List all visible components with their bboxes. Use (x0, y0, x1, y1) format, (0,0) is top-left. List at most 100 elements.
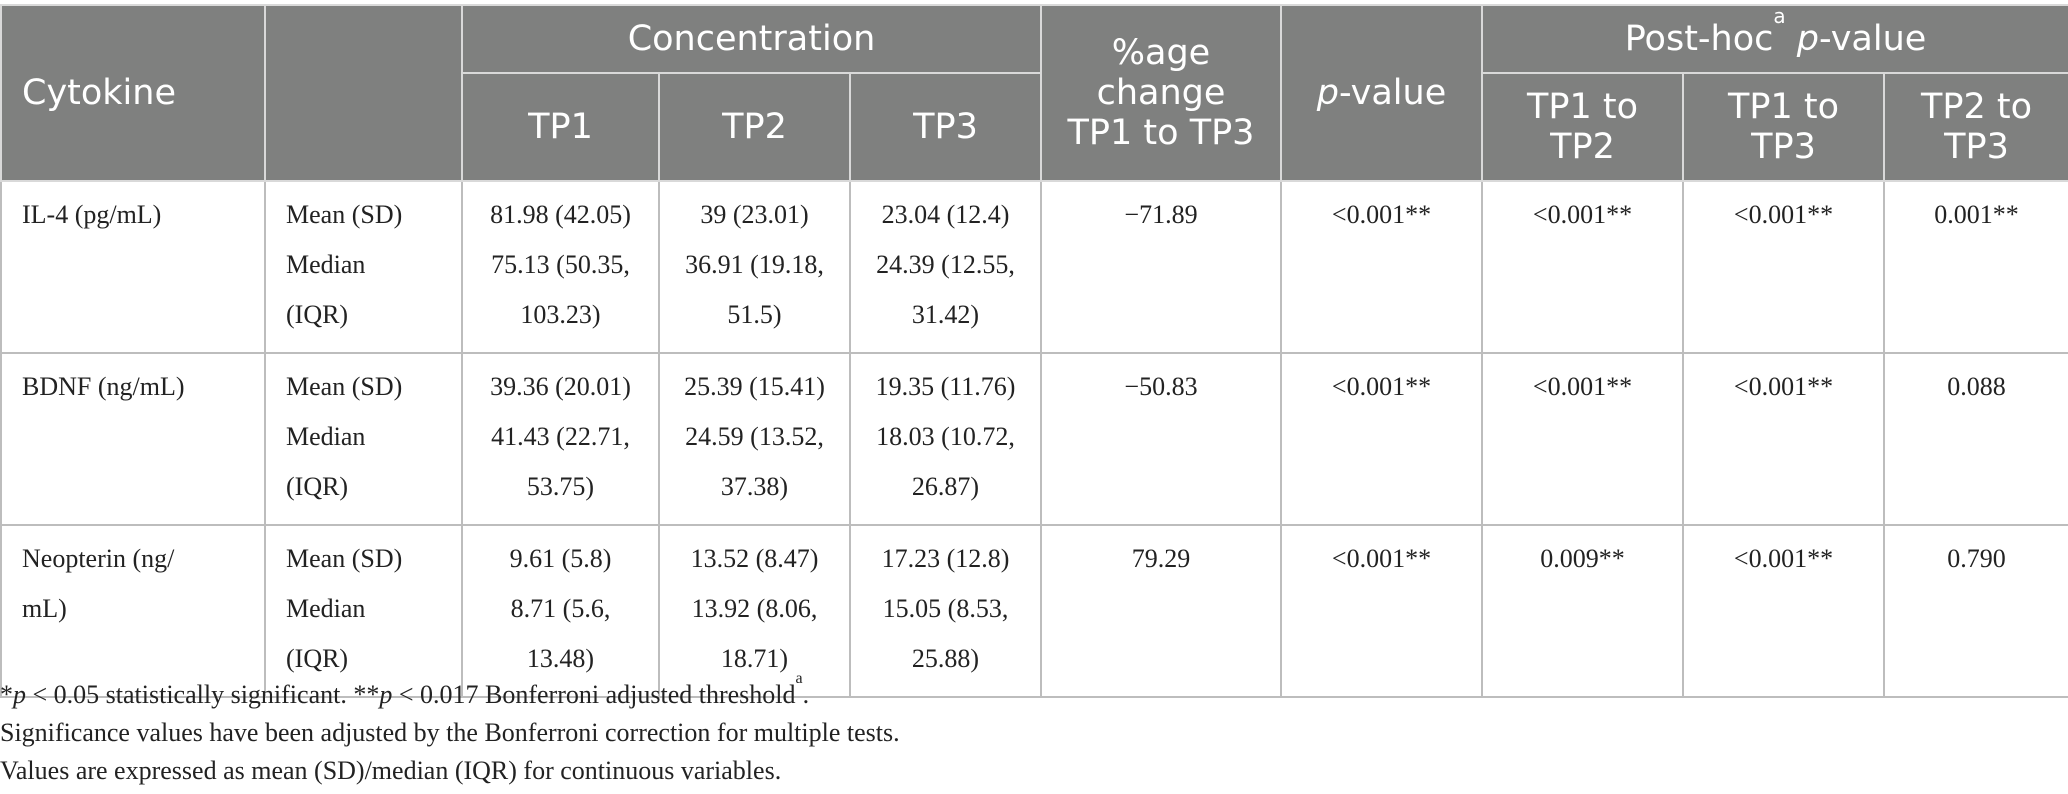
header-pct-change-line: %age (1111, 33, 1211, 73)
table-footnotes: *p < 0.05 statistically significant. **p… (0, 671, 2060, 790)
cell-tp1: 9.61 (5.8) 8.71 (5.6, 13.48) (461, 524, 660, 698)
cell-tp2: 39 (23.01) 36.91 (19.18, 51.5) (658, 180, 851, 354)
cell-tp1-to-tp3: <0.001** (1682, 524, 1885, 698)
table-header: Cytokine Concentration %age change TP1 t… (0, 4, 2068, 182)
cell-cytokine: Neopterin (ng/ mL) (0, 524, 266, 698)
cell-p-value: <0.001** (1280, 352, 1483, 526)
header-line: TP3 (1751, 127, 1816, 167)
cell-line: 81.98 (42.05) (490, 200, 631, 229)
cell-tp1-to-tp3: <0.001** (1682, 180, 1885, 354)
cell-tp1-to-tp2: <0.001** (1481, 352, 1684, 526)
cell-line: (IQR) (286, 472, 349, 501)
cell-line: 26.87) (911, 472, 980, 501)
header-p-rest: -value (1338, 73, 1447, 113)
cell-line: 36.91 (19.18, (685, 250, 824, 279)
cell-line: 25.88) (911, 644, 980, 673)
cell-tp1-to-tp3: <0.001** (1682, 352, 1885, 526)
table-body: IL-4 (pg/mL) Mean (SD) Median (IQR) 81.9… (0, 180, 2068, 698)
cell-cytokine: BDNF (ng/mL) (0, 352, 266, 526)
header-tp2: TP2 (658, 72, 851, 182)
header-concentration: Concentration (461, 4, 1042, 74)
footnote-bonferroni: Significance values have been adjusted b… (0, 718, 900, 747)
header-cytokine: Cytokine (0, 4, 266, 182)
cell-statistic: Mean (SD) Median (IQR) (264, 352, 463, 526)
cell-line: 24.39 (12.55, (876, 250, 1015, 279)
cell-line: mL) (22, 594, 67, 623)
cell-tp3: 19.35 (11.76) 18.03 (10.72, 26.87) (849, 352, 1042, 526)
cell-p-value: <0.001** (1280, 180, 1483, 354)
cell-line: 13.92 (8.06, (691, 594, 818, 623)
cell-tp2: 13.52 (8.47) 13.92 (8.06, 18.71) (658, 524, 851, 698)
cell-line: 51.5) (727, 300, 782, 329)
cell-tp2: 25.39 (15.41) 24.59 (13.52, 37.38) (658, 352, 851, 526)
header-posthoc-p: p (1796, 19, 1820, 59)
cell-tp3: 17.23 (12.8) 15.05 (8.53, 25.88) (849, 524, 1042, 698)
cell-line: (IQR) (286, 644, 349, 673)
cell-line: 8.71 (5.6, (510, 594, 611, 623)
footnote-p: p (13, 680, 26, 709)
cell-line: 19.35 (11.76) (875, 372, 1016, 401)
header-p-italic: p (1316, 73, 1339, 113)
cell-line: 18.71) (720, 644, 789, 673)
cell-tp1: 39.36 (20.01) 41.43 (22.71, 53.75) (461, 352, 660, 526)
header-tp1: TP1 (461, 72, 660, 182)
cell-line: 37.38) (720, 472, 789, 501)
header-posthoc-rest: -value (1819, 19, 1927, 59)
header-posthoc: Post-hoca p-value (1480, 4, 2068, 74)
header-line: TP1 to (1526, 87, 1638, 127)
cytokine-table: Cytokine Concentration %age change TP1 t… (0, 4, 2068, 698)
cell-tp2-to-tp3: 0.088 (1882, 352, 2068, 526)
cell-line: Neopterin (ng/ (22, 544, 175, 573)
cell-tp2-to-tp3: 0.001** (1882, 180, 2068, 354)
cell-line: Median (286, 594, 366, 623)
cell-line: Median (286, 422, 366, 451)
cell-line: 39.36 (20.01) (490, 372, 631, 401)
header-line: TP2 (1550, 127, 1615, 167)
cell-tp3: 23.04 (12.4) 24.39 (12.55, 31.42) (849, 180, 1042, 354)
header-line: TP2 to (1921, 87, 2033, 127)
cell-line: 39 (23.01) (700, 200, 809, 229)
cell-line: 23.04 (12.4) (881, 200, 1010, 229)
header-posthoc-prefix: Post-hoc (1624, 19, 1774, 59)
cell-line: 9.61 (5.8) (509, 544, 612, 573)
footnote-text: < 0.017 Bonferroni adjusted threshold (392, 680, 796, 709)
header-pct-change-line: TP1 to TP3 (1067, 113, 1255, 153)
header-statistic (264, 4, 463, 182)
cell-line: 13.52 (8.47) (690, 544, 819, 573)
header-line: TP1 to (1727, 87, 1839, 127)
footnote-star: * (0, 680, 13, 709)
cell-line: 24.59 (13.52, (685, 422, 824, 451)
cell-line: 15.05 (8.53, (882, 594, 1009, 623)
cell-line: Median (286, 250, 366, 279)
cell-pct-change: −71.89 (1040, 180, 1282, 354)
cell-tp1-to-tp2: <0.001** (1481, 180, 1684, 354)
header-tp2-to-tp3: TP2 to TP3 (1882, 72, 2068, 182)
cell-cytokine: IL-4 (pg/mL) (0, 180, 266, 354)
footnote-values: Values are expressed as mean (SD)/median… (0, 756, 782, 785)
cell-tp2-to-tp3: 0.790 (1882, 524, 2068, 698)
cell-line: 25.39 (15.41) (684, 372, 825, 401)
cell-line: 103.23) (520, 300, 601, 329)
cell-tp1: 81.98 (42.05) 75.13 (50.35, 103.23) (461, 180, 660, 354)
cell-line: 41.43 (22.71, (491, 422, 630, 451)
cell-pct-change: −50.83 (1040, 352, 1282, 526)
cell-line: 53.75) (526, 472, 595, 501)
footnote-p: p (379, 680, 393, 709)
header-tp1-to-tp3: TP1 to TP3 (1682, 72, 1885, 182)
cell-pct-change: 79.29 (1040, 524, 1282, 698)
footnote-text: < 0.05 statistically significant. ** (26, 680, 380, 709)
footnote-sup: a (795, 670, 803, 688)
table-row: Neopterin (ng/ mL) Mean (SD) Median (IQR… (0, 524, 2068, 698)
cell-line: 31.42) (911, 300, 980, 329)
cell-line: Mean (SD) (286, 544, 403, 573)
header-p-value: p-value (1280, 4, 1483, 182)
cell-line: 18.03 (10.72, (876, 422, 1015, 451)
cell-p-value: <0.001** (1280, 524, 1483, 698)
header-posthoc-sup: a (1773, 4, 1786, 29)
cell-tp1-to-tp2: 0.009** (1481, 524, 1684, 698)
cell-statistic: Mean (SD) Median (IQR) (264, 524, 463, 698)
cell-line: (IQR) (286, 300, 349, 329)
header-pct-change: %age change TP1 to TP3 (1040, 4, 1282, 182)
table-row: IL-4 (pg/mL) Mean (SD) Median (IQR) 81.9… (0, 180, 2068, 354)
footnote-significance: *p < 0.05 statistically significant. **p… (0, 671, 2060, 714)
